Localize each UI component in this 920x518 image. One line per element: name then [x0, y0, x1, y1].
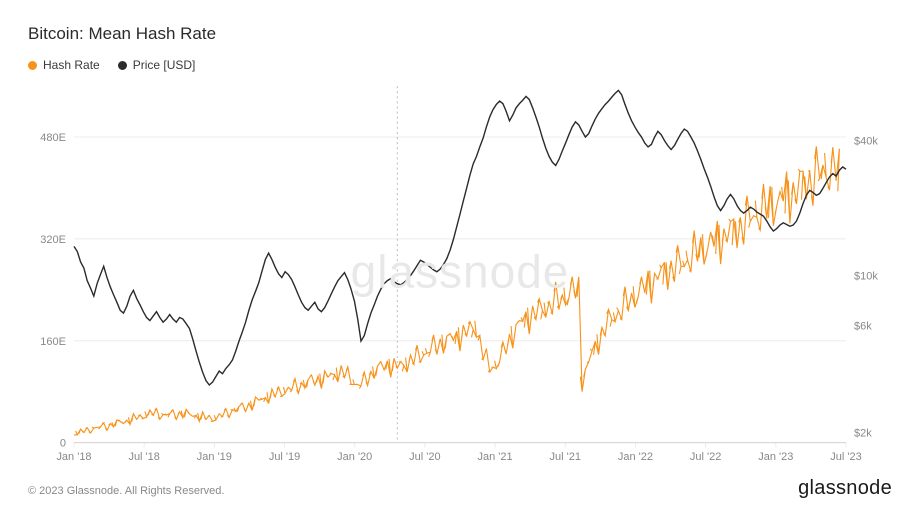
chart-container: Bitcoin: Mean Hash Rate Hash Rate Price …	[0, 0, 920, 518]
legend-label-price: Price [USD]	[133, 58, 196, 72]
copyright-text: © 2023 Glassnode. All Rights Reserved.	[28, 485, 224, 497]
svg-text:480E: 480E	[40, 132, 66, 144]
svg-text:Jan '21: Jan '21	[478, 451, 513, 463]
chart-title: Bitcoin: Mean Hash Rate	[28, 24, 892, 44]
svg-text:0: 0	[60, 438, 66, 450]
legend-item-price[interactable]: Price [USD]	[118, 58, 196, 72]
svg-text:Jul '22: Jul '22	[690, 451, 721, 463]
svg-text:Jul '23: Jul '23	[830, 451, 861, 463]
svg-text:Jul '19: Jul '19	[269, 451, 300, 463]
legend-dot-hash	[28, 61, 37, 70]
legend-dot-price	[118, 61, 127, 70]
legend: Hash Rate Price [USD]	[28, 58, 892, 72]
svg-text:Jan '19: Jan '19	[197, 451, 232, 463]
svg-text:Jul '21: Jul '21	[550, 451, 581, 463]
svg-text:Jan '20: Jan '20	[337, 451, 372, 463]
svg-text:Jan '23: Jan '23	[758, 451, 793, 463]
svg-text:Jan '22: Jan '22	[618, 451, 653, 463]
legend-label-hash: Hash Rate	[43, 58, 100, 72]
svg-text:$10k: $10k	[854, 271, 878, 283]
brand-logo: glassnode	[798, 477, 892, 500]
svg-text:320E: 320E	[40, 234, 66, 246]
chart-area: glassnode 0160E320E480E$2k$6k$10k$40kJan…	[28, 80, 892, 467]
svg-text:$6k: $6k	[854, 320, 872, 332]
chart-svg: 0 160E 320E 480E $2k $6k $10k $40k Jan '18 Jul '1…	[28, 80, 892, 467]
legend-item-hash[interactable]: Hash Rate	[28, 58, 100, 72]
svg-text:$40k: $40k	[854, 136, 878, 148]
svg-text:$2k: $2k	[854, 427, 872, 439]
svg-text:Jan '18: Jan '18	[56, 451, 91, 463]
footer: © 2023 Glassnode. All Rights Reserved. g…	[28, 477, 892, 500]
svg-text:160E: 160E	[40, 336, 66, 348]
svg-text:Jul '20: Jul '20	[409, 451, 440, 463]
svg-text:Jul '18: Jul '18	[128, 451, 159, 463]
